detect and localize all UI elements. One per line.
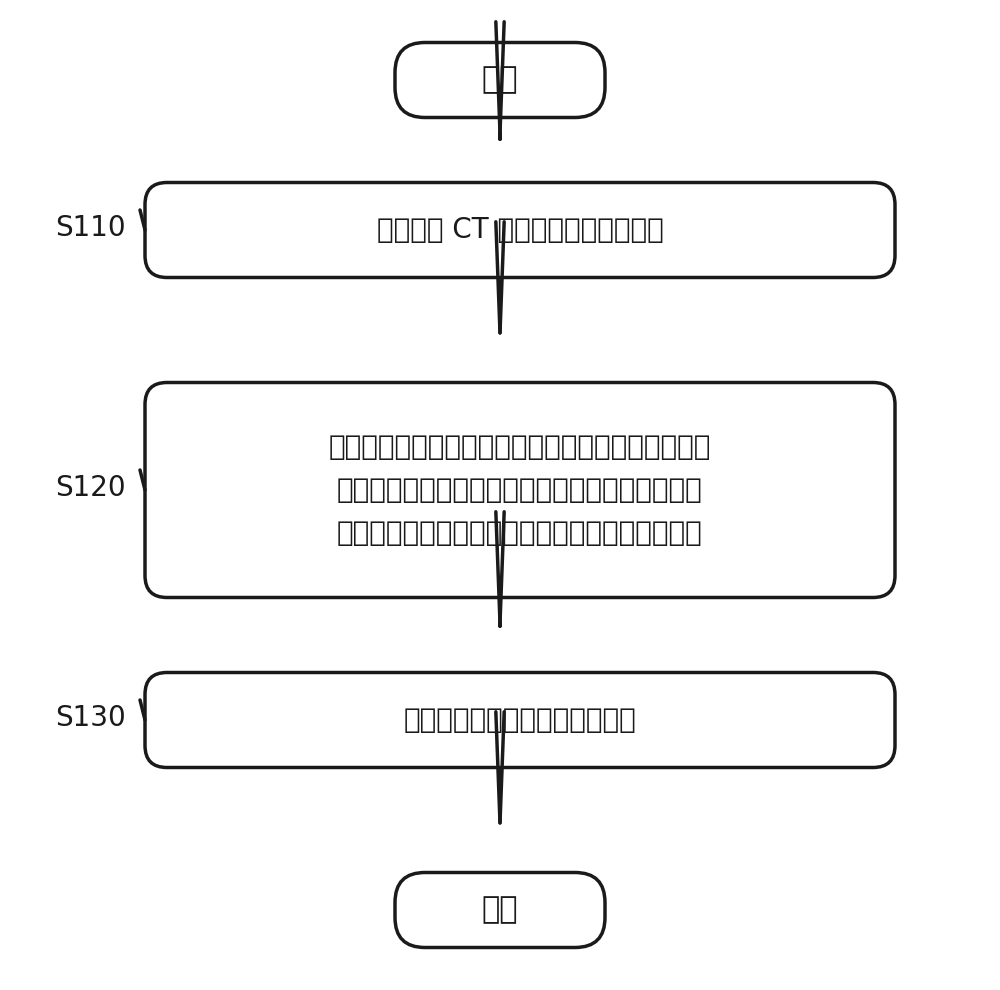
Text: 在待估计区域中估计第一投影轨迹，该第一投影轨迹
能够与待估计区域外的至少一条第二投影轨迹相匹
配，或者，该第一投影轨迹为特定部位的投影轨迹: 在待估计区域中估计第一投影轨迹，该第一投影轨迹 能够与待估计区域外的至少一条第二…: [329, 433, 711, 547]
Text: 沿着第一投影轨迹进行数据修复: 沿着第一投影轨迹进行数据修复: [404, 706, 636, 734]
Text: S130: S130: [55, 704, 126, 732]
FancyBboxPatch shape: [395, 43, 605, 118]
FancyBboxPatch shape: [145, 182, 895, 277]
Text: 确定原始 CT 投影数据的待估计区域: 确定原始 CT 投影数据的待估计区域: [377, 216, 663, 244]
Text: S120: S120: [55, 474, 126, 502]
Text: 结束: 结束: [482, 896, 518, 925]
Text: 开始: 开始: [482, 65, 518, 94]
FancyBboxPatch shape: [145, 672, 895, 767]
FancyBboxPatch shape: [145, 382, 895, 598]
FancyBboxPatch shape: [395, 872, 605, 947]
Text: S110: S110: [55, 214, 126, 242]
